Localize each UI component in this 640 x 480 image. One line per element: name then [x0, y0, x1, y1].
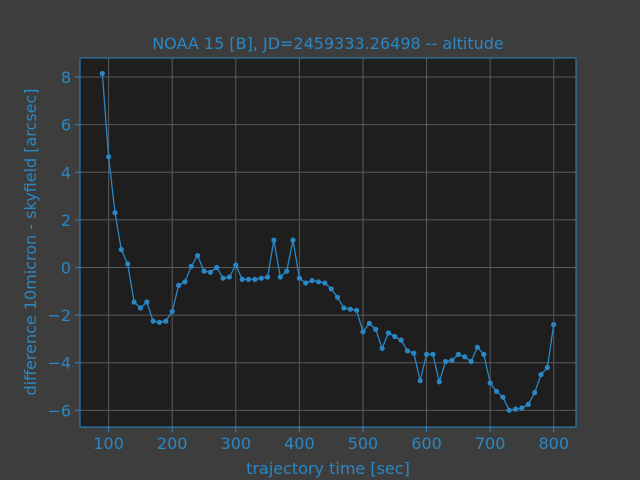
data-point	[309, 278, 315, 284]
grid	[80, 58, 576, 427]
ticks: 100 200 300 400 500 600 700 800 −6 −4 −2 0 2 4 6 8	[47, 68, 569, 453]
x-tick-label: 800	[538, 434, 569, 453]
data-point	[150, 318, 156, 324]
x-axis-label: trajectory time [sec]	[246, 459, 410, 478]
data-point	[220, 275, 226, 281]
data-point	[258, 275, 264, 281]
data-point	[188, 263, 194, 269]
data-point	[226, 274, 232, 280]
data-point	[214, 264, 220, 271]
x-tick-label: 500	[348, 434, 379, 453]
data-point	[398, 337, 404, 343]
data-point	[169, 308, 175, 315]
data-point	[519, 405, 525, 411]
data-point	[513, 406, 519, 412]
data-point	[538, 372, 544, 378]
data-point	[354, 307, 360, 313]
y-tick-label: −4	[47, 354, 71, 373]
data-point	[112, 210, 118, 216]
data-point	[341, 305, 347, 311]
data-point	[455, 351, 461, 357]
data-point	[322, 280, 328, 286]
data-point	[277, 274, 283, 280]
data-point	[239, 276, 245, 282]
data-point	[404, 348, 411, 354]
y-tick-label: −6	[47, 401, 71, 420]
data-point	[125, 261, 131, 267]
x-tick-label: 600	[411, 434, 442, 453]
data-point	[474, 344, 480, 350]
data-point	[284, 268, 290, 274]
data-point	[373, 326, 379, 332]
data-point	[265, 274, 271, 280]
data-point	[334, 294, 341, 300]
data-point	[506, 407, 512, 413]
data-point	[385, 330, 391, 336]
series-layer	[99, 70, 557, 413]
data-point	[360, 329, 366, 335]
y-tick-label: 0	[61, 258, 71, 277]
data-point	[551, 322, 557, 328]
data-point	[290, 237, 296, 243]
data-point	[462, 354, 468, 360]
y-tick-label: −2	[47, 306, 71, 325]
x-tick-label: 200	[157, 434, 188, 453]
x-tick-label: 300	[221, 434, 252, 453]
data-point	[176, 282, 182, 288]
y-tick-label: 4	[61, 163, 71, 182]
data-point	[379, 345, 385, 351]
data-point	[315, 279, 322, 285]
plot-frame	[79, 57, 577, 428]
data-point	[525, 401, 531, 407]
data-point	[430, 351, 436, 357]
data-point	[106, 154, 112, 160]
data-point	[417, 378, 423, 384]
data-point	[366, 320, 372, 326]
data-point	[118, 247, 124, 253]
data-point	[436, 379, 442, 385]
data-point	[233, 262, 239, 268]
y-axis-label: difference 10micron - skyfield [arcsec]	[21, 88, 40, 395]
data-point	[493, 388, 500, 394]
data-point	[252, 276, 258, 282]
data-point	[207, 269, 213, 275]
data-point	[449, 357, 455, 363]
data-point	[137, 305, 143, 311]
data-point	[328, 286, 334, 292]
data-point	[544, 364, 551, 371]
data-point	[131, 299, 137, 305]
data-point	[99, 70, 105, 77]
x-tick-label: 100	[93, 434, 124, 453]
data-point	[195, 253, 201, 259]
data-point	[481, 351, 487, 357]
y-tick-label: 8	[61, 68, 71, 87]
plot-area	[80, 58, 576, 427]
data-point	[144, 299, 150, 305]
data-point	[411, 350, 417, 356]
data-point	[156, 319, 163, 325]
data-point	[424, 351, 430, 357]
data-point	[245, 276, 252, 282]
data-point	[271, 237, 277, 243]
data-point	[303, 280, 309, 286]
data-point	[443, 358, 449, 365]
data-point	[296, 275, 302, 281]
data-point	[201, 268, 207, 274]
y-tick-label: 2	[61, 211, 71, 230]
data-point	[500, 394, 506, 400]
data-point	[347, 306, 353, 312]
data-point	[392, 333, 398, 340]
x-tick-label: 700	[475, 434, 506, 453]
x-tick-label: 400	[284, 434, 315, 453]
data-point	[163, 318, 169, 324]
data-point	[532, 389, 538, 396]
data-point	[487, 380, 493, 386]
data-point	[468, 358, 474, 365]
data-point	[182, 279, 188, 285]
chart-title: NOAA 15 [B], JD=2459333.26498 -- altitud…	[152, 34, 504, 53]
y-tick-label: 6	[61, 116, 71, 135]
